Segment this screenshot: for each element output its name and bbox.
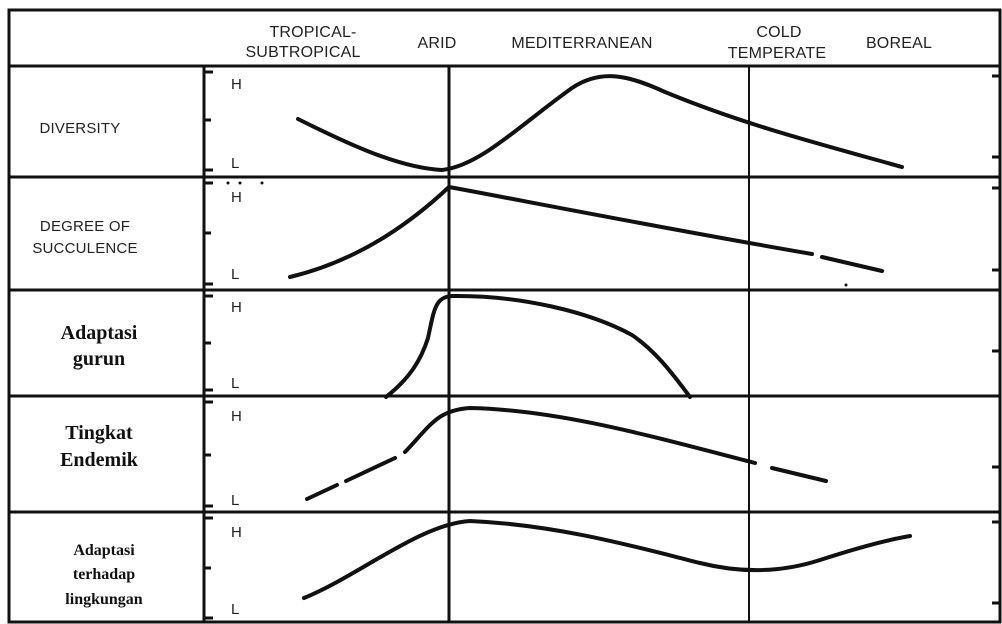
endemik-curve	[403, 406, 757, 465]
row-label-lingkungan-line3: lingkungan	[65, 591, 142, 608]
outer-border	[7, 8, 1002, 624]
row4-high-marker: H	[231, 408, 242, 425]
row-labels: DIVERSITY DEGREE OF SUCCULENCE Adaptasi …	[32, 120, 142, 608]
zone-label-arid: ARID	[417, 35, 456, 52]
row-label-succulence-line2: SUCCULENCE	[32, 240, 137, 257]
zone-label-boreal: BOREAL	[866, 35, 932, 52]
scan-marks	[226, 181, 848, 287]
zone-label-tropical-line1: TROPICAL-	[269, 24, 356, 41]
row5-high-marker: H	[231, 524, 242, 541]
row-label-lingkungan-line1: Adaptasi	[73, 542, 135, 559]
row3-high-marker: H	[231, 299, 242, 316]
succulence-dash	[820, 255, 884, 273]
succulence-curve	[288, 185, 814, 279]
lingkungan-curve	[302, 519, 912, 600]
endemik-dash-right	[770, 466, 828, 483]
adaptasi-gurun-curve	[384, 293, 692, 399]
zone-label-mediterranean: MEDITERRANEAN	[511, 35, 652, 52]
row-label-adaptasi-gurun-line1: Adaptasi	[61, 322, 138, 344]
row4-low-marker: L	[231, 492, 239, 509]
row2-low-marker: L	[231, 266, 239, 283]
zone-header: TROPICAL- SUBTROPICAL ARID MEDITERRANEAN…	[245, 24, 932, 62]
endemik-dash-left	[305, 483, 339, 501]
diversity-curve	[296, 74, 904, 172]
zone-label-cold-line1: COLD	[756, 24, 801, 41]
zone-label-cold-line2: TEMPERATE	[728, 45, 826, 62]
endemik-dash-mid	[344, 456, 397, 483]
row-label-succulence-line1: DEGREE OF	[40, 218, 130, 235]
row-label-diversity: DIVERSITY	[40, 120, 121, 137]
zone-label-tropical-line2: SUBTROPICAL	[245, 44, 360, 61]
table-grid	[7, 8, 1002, 624]
row2-high-marker: H	[231, 189, 242, 206]
axis-ticks	[204, 70, 1000, 620]
row5-low-marker: L	[231, 601, 239, 618]
row-label-endemik-line1: Tingkat	[65, 422, 133, 444]
row-label-adaptasi-gurun-line2: gurun	[73, 348, 125, 370]
row3-low-marker: L	[231, 375, 239, 392]
row-label-lingkungan-line2: terhadap	[73, 566, 135, 583]
row1-low-marker: L	[231, 155, 239, 172]
row1-high-marker: H	[231, 76, 242, 93]
row-label-endemik-line2: Endemik	[60, 449, 139, 471]
trend-curves	[288, 74, 912, 600]
scale-markers: H L H L H L H L H L	[231, 76, 242, 618]
